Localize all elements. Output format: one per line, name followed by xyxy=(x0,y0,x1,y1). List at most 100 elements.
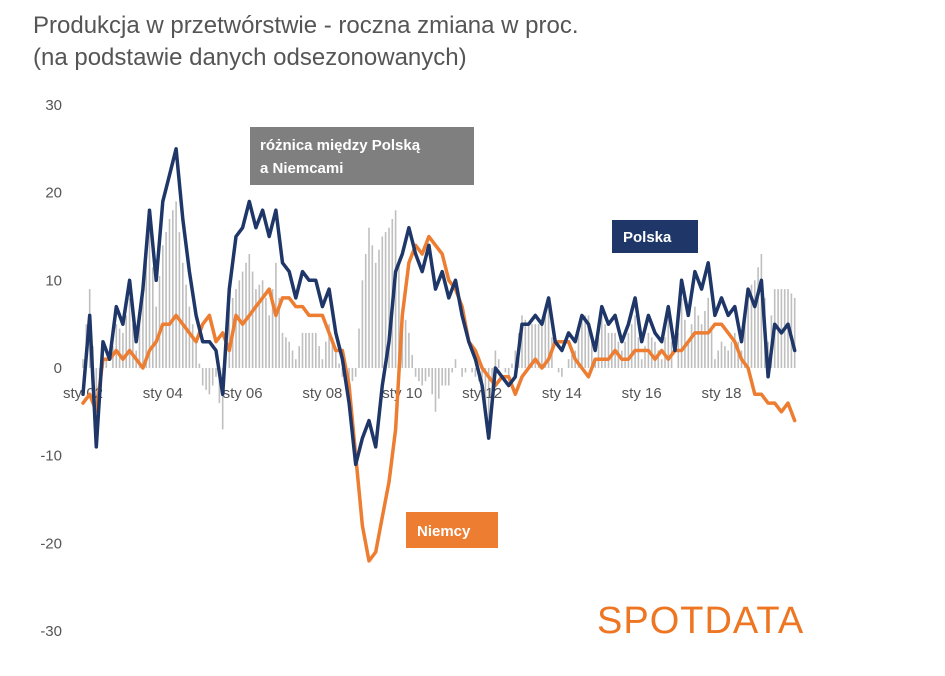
difference-bar xyxy=(315,332,317,368)
difference-bar xyxy=(657,350,660,368)
difference-bar xyxy=(640,359,643,368)
difference-bar xyxy=(105,359,108,368)
x-tick-label: sty 14 xyxy=(542,385,582,402)
y-tick-label: 30 xyxy=(45,97,62,114)
difference-bar xyxy=(714,359,716,368)
difference-bar xyxy=(584,315,586,368)
y-tick-label: -10 xyxy=(40,448,62,465)
difference-bar xyxy=(438,368,440,399)
difference-bar xyxy=(285,337,287,368)
difference-bar xyxy=(178,232,181,368)
difference-bar xyxy=(448,368,450,386)
difference-bar xyxy=(148,227,151,368)
difference-bar xyxy=(534,324,537,368)
y-axis-labels: 30 20 10 0 -10 -20 -30 xyxy=(40,97,62,640)
difference-bar xyxy=(152,267,154,368)
difference-bar xyxy=(191,324,194,368)
difference-bar xyxy=(557,368,560,373)
difference-bar xyxy=(408,332,410,368)
difference-bar xyxy=(398,258,400,368)
difference-bar xyxy=(697,315,700,368)
chart-subtitle: (na podstawie danych odsezonowanych) xyxy=(33,44,467,71)
difference-bar xyxy=(541,324,543,368)
y-tick-label: 0 xyxy=(54,360,62,377)
difference-bar xyxy=(371,245,374,368)
difference-bar xyxy=(168,219,171,368)
difference-label-text: różnica między Polską xyxy=(260,137,421,154)
difference-bar xyxy=(687,341,690,368)
niemcy-label-text: Niemcy xyxy=(417,523,471,540)
difference-bar xyxy=(351,368,354,382)
x-tick-label: sty 06 xyxy=(223,385,263,402)
difference-bar xyxy=(434,368,437,412)
difference-bar xyxy=(328,324,330,368)
difference-bar xyxy=(561,368,563,377)
y-tick-label: -30 xyxy=(40,623,62,640)
difference-bar xyxy=(624,341,626,368)
difference-bar xyxy=(601,315,603,368)
difference-bar xyxy=(381,236,384,368)
difference-bar xyxy=(757,267,759,368)
difference-bar xyxy=(118,328,121,368)
difference-bar xyxy=(428,368,430,377)
difference-bar xyxy=(368,227,370,368)
difference-bar xyxy=(354,368,357,377)
difference-bar xyxy=(630,324,633,368)
difference-bar xyxy=(265,297,267,368)
difference-bar xyxy=(717,350,719,368)
difference-bar xyxy=(484,368,487,408)
x-axis-labels: sty 02 sty 04 sty 06 sty 08 sty 10 sty 12 sty … xyxy=(63,385,742,402)
difference-bar xyxy=(514,350,517,368)
difference-bar xyxy=(188,306,191,368)
difference-bar xyxy=(524,319,527,368)
difference-bar xyxy=(384,232,387,368)
difference-bar xyxy=(531,324,533,368)
difference-bar xyxy=(634,315,636,368)
difference-bar xyxy=(654,341,656,368)
difference-bar xyxy=(318,346,320,368)
difference-bar xyxy=(364,254,367,368)
difference-bar xyxy=(481,368,483,386)
difference-bar xyxy=(248,254,251,368)
difference-bar xyxy=(241,271,244,368)
difference-bar xyxy=(704,311,706,368)
difference-bar xyxy=(132,324,134,368)
difference-bar xyxy=(747,289,749,368)
difference-bar xyxy=(727,350,729,368)
x-tick-label: sty 08 xyxy=(302,385,342,402)
difference-bar xyxy=(504,368,507,373)
difference-bar xyxy=(760,254,763,368)
difference-bar xyxy=(487,368,490,430)
series-lines xyxy=(81,147,797,563)
x-tick-label: sty 10 xyxy=(382,385,422,402)
difference-bar xyxy=(404,319,407,368)
difference-bar xyxy=(431,368,433,395)
difference-bar xyxy=(750,284,753,368)
x-tick-label: sty 04 xyxy=(143,385,183,402)
difference-bar xyxy=(611,332,613,368)
y-tick-label: 20 xyxy=(45,185,62,202)
spotdata-logo: SPOTDATA xyxy=(597,600,805,642)
difference-bar xyxy=(571,354,573,368)
difference-bar xyxy=(325,341,327,368)
difference-bar xyxy=(261,280,264,368)
difference-bar xyxy=(587,315,590,368)
difference-bar xyxy=(694,306,696,368)
difference-label-text: a Niemcami xyxy=(260,160,343,177)
difference-bar xyxy=(604,324,606,368)
difference-bar xyxy=(411,354,413,368)
difference-bar xyxy=(454,359,457,368)
difference-bar xyxy=(710,328,713,368)
difference-bar xyxy=(305,332,307,368)
difference-bar xyxy=(521,315,523,368)
difference-bar xyxy=(421,368,423,386)
difference-bar xyxy=(497,359,500,368)
difference-bar xyxy=(494,350,497,368)
difference-bar xyxy=(301,332,304,368)
difference-bar xyxy=(211,368,214,386)
difference-bar xyxy=(591,337,593,368)
difference-bar xyxy=(295,359,297,368)
difference-bar xyxy=(780,289,783,368)
difference-bar xyxy=(461,368,463,377)
